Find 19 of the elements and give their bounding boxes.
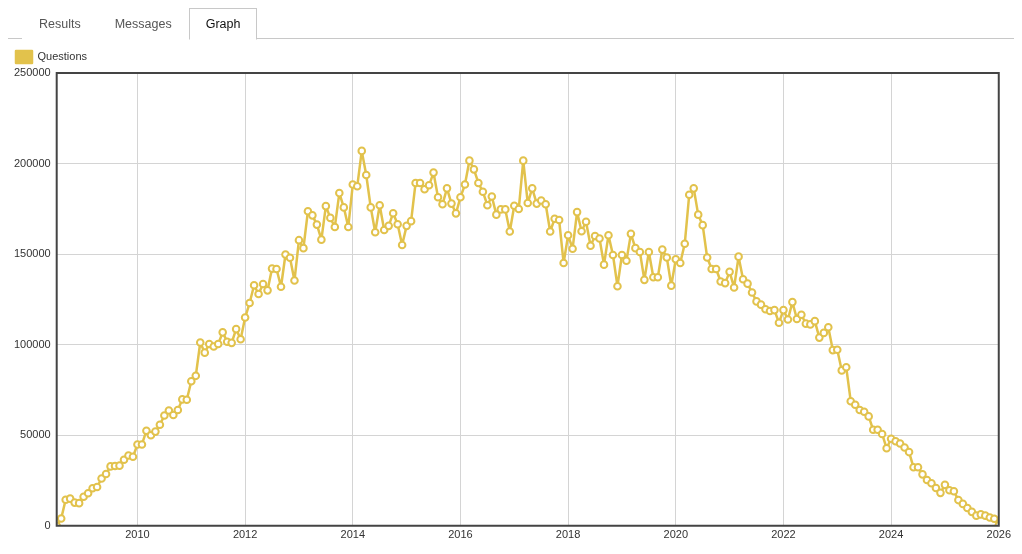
x-tick-label: 2022 <box>771 528 796 541</box>
x-tick-label: 2016 <box>448 528 473 541</box>
x-tick-label: 2024 <box>878 528 904 541</box>
x-tick-label: 2020 <box>663 528 689 541</box>
y-tick-label: 250000 <box>13 66 51 79</box>
y-tick-label: 50000 <box>20 428 51 441</box>
text: Results <box>22 8 98 39</box>
text: Graph <box>188 8 258 40</box>
y-tick-label: 150000 <box>13 247 51 260</box>
x-tick-label: 2014 <box>340 528 366 541</box>
x-tick-label: 2010 <box>125 528 150 541</box>
x-tick-label: 2018 <box>555 528 581 541</box>
y-tick-label: 100000 <box>13 337 51 350</box>
y-tick-label: 200000 <box>13 156 51 169</box>
text: Messages <box>97 8 189 39</box>
y-tick-label: 0 <box>44 518 51 531</box>
legend-label: Questions <box>37 50 88 63</box>
x-tick-label: 2026 <box>986 528 1012 541</box>
x-tick-label: 2012 <box>232 528 258 541</box>
